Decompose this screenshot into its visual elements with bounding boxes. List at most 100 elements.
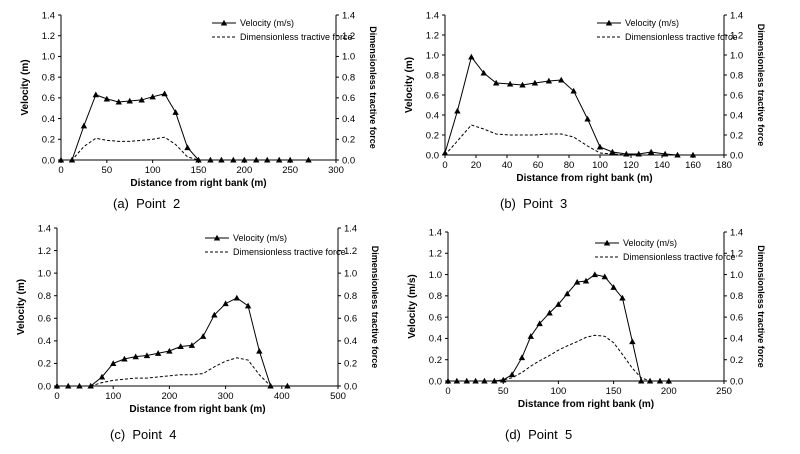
y2-tick-label: 0.4 xyxy=(730,334,743,345)
velocity-point xyxy=(583,278,589,284)
x-tick-label: 100 xyxy=(105,391,121,402)
chart-panel-3: 0.00.20.40.60.81.01.21.40.00.20.40.60.81… xyxy=(16,223,380,442)
y-tick-label: 0.6 xyxy=(426,90,439,101)
velocity-point xyxy=(648,149,654,155)
y-tick-label: 0.8 xyxy=(429,291,442,302)
x-tick-label: 100 xyxy=(145,165,161,176)
y2-tick-label: 0.4 xyxy=(730,110,743,121)
y2-tick-label: 0.8 xyxy=(730,291,743,302)
legend-velocity-label: Velocity (m/s) xyxy=(625,18,679,28)
chart-panel-1: 0.00.20.40.60.81.01.21.40.00.20.40.60.81… xyxy=(20,10,378,211)
y-tick-label: 1.2 xyxy=(429,249,442,260)
x-axis-title: Distance from right bank (m) xyxy=(130,178,266,189)
y2-tick-label: 1.4 xyxy=(342,10,355,21)
legend-velocity-label: Velocity (m/s) xyxy=(623,238,677,248)
y-tick-label: 0.6 xyxy=(38,314,51,325)
y2-tick-label: 1.4 xyxy=(344,223,357,234)
y-tick-label: 0.8 xyxy=(42,72,55,83)
y2-tick-label: 1.0 xyxy=(730,270,743,281)
velocity-point xyxy=(519,354,525,360)
x-tick-label: 40 xyxy=(502,160,513,171)
y2-tick-label: 1.4 xyxy=(730,10,743,21)
x-tick-label: 50 xyxy=(102,165,113,176)
velocity-point xyxy=(454,108,460,114)
x-tick-label: 60 xyxy=(533,160,544,171)
x-tick-label: 300 xyxy=(328,165,344,176)
velocity-point xyxy=(245,303,251,309)
y2-axis-title: Dimensionless tractive force xyxy=(370,246,380,369)
y2-tick-label: 0.4 xyxy=(344,336,357,347)
y2-tick-label: 0.8 xyxy=(344,291,357,302)
x-tick-label: 100 xyxy=(592,160,608,171)
y2-tick-label: 0.0 xyxy=(342,155,355,166)
y2-axis-title: Dimensionless tractive force xyxy=(756,24,766,147)
x-tick-label: 500 xyxy=(330,391,346,402)
velocity-point xyxy=(110,360,116,366)
velocity-point xyxy=(81,123,87,129)
y-axis-title: Velocity (m/s) xyxy=(407,274,418,338)
y-tick-label: 1.4 xyxy=(426,10,439,21)
legend-tractive-label: Dimensionless tractive force xyxy=(623,252,736,262)
velocity-point xyxy=(161,91,167,97)
y-tick-label: 1.2 xyxy=(42,31,55,42)
x-tick-label: 180 xyxy=(716,160,732,171)
panel-caption: (a) Point 2 xyxy=(113,196,180,211)
legend-tractive-label: Dimensionless tractive force xyxy=(625,32,738,42)
y2-tick-label: 0.6 xyxy=(730,312,743,323)
y-tick-label: 1.0 xyxy=(429,270,442,281)
velocity-point xyxy=(184,144,190,150)
y2-tick-label: 0.6 xyxy=(344,314,357,325)
x-tick-label: 250 xyxy=(716,386,732,397)
y2-tick-label: 0.8 xyxy=(730,70,743,81)
y2-tick-label: 0.6 xyxy=(342,93,355,104)
y-tick-label: 1.4 xyxy=(42,10,55,21)
velocity-line xyxy=(448,275,669,381)
y-tick-label: 0.4 xyxy=(429,334,442,345)
x-axis-title: Distance from right bank (m) xyxy=(129,404,265,415)
x-tick-label: 300 xyxy=(218,391,234,402)
legend-velocity-label: Velocity (m/s) xyxy=(240,18,294,28)
y2-tick-label: 0.6 xyxy=(730,90,743,101)
y-tick-label: 0.8 xyxy=(426,70,439,81)
x-tick-label: 80 xyxy=(564,160,575,171)
y2-tick-label: 1.4 xyxy=(730,227,743,238)
y-tick-label: 1.4 xyxy=(429,227,442,238)
velocity-point xyxy=(629,338,635,344)
velocity-point xyxy=(442,150,448,156)
x-tick-label: 400 xyxy=(274,391,290,402)
legend-tractive-label: Dimensionless tractive force xyxy=(233,247,346,257)
legend-velocity-label: Velocity (m/s) xyxy=(233,233,287,243)
velocity-point xyxy=(234,295,240,301)
y2-tick-label: 0.0 xyxy=(344,381,357,392)
x-tick-label: 200 xyxy=(661,386,677,397)
velocity-point xyxy=(172,109,178,115)
x-axis-title: Distance from right bank (m) xyxy=(518,399,654,410)
figure: 0.0 0.2 0.4 0.6 0.8 1.0 1.2 1.4 0.0 0.2 0.4 0.6 0.8 1… xyxy=(0,0,800,454)
y2-tick-label: 0.2 xyxy=(730,355,743,366)
y2-tick-label: 0.0 xyxy=(730,376,743,387)
x-tick-label: 20 xyxy=(471,160,482,171)
velocity-point xyxy=(93,92,99,98)
x-tick-label: 100 xyxy=(550,386,566,397)
y-tick-label: 0.6 xyxy=(42,93,55,104)
velocity-point xyxy=(584,116,590,122)
y2-tick-label: 0.2 xyxy=(344,359,357,370)
velocity-point xyxy=(509,371,515,377)
y2-tick-label: 1.0 xyxy=(342,52,355,63)
y-tick-label: 1.0 xyxy=(42,52,55,63)
y-tick-label: 1.4 xyxy=(38,223,51,234)
panel-caption: (b) Point 3 xyxy=(500,196,567,211)
chart-panel-4: 0.00.20.40.60.81.01.21.40.00.20.40.60.81… xyxy=(407,227,766,442)
legend-tractive-label: Dimensionless tractive force xyxy=(240,32,353,42)
y-tick-label: 0.0 xyxy=(38,381,51,392)
x-tick-label: 50 xyxy=(498,386,509,397)
y2-axis-title: Dimensionless tractive force xyxy=(368,26,378,149)
y-tick-label: 0.2 xyxy=(426,130,439,141)
velocity-point xyxy=(166,348,172,354)
panel-caption: (d) Point 5 xyxy=(505,427,572,442)
y-tick-label: 0.6 xyxy=(429,312,442,323)
y-tick-label: 0.4 xyxy=(38,336,51,347)
velocity-point xyxy=(609,149,615,155)
y-tick-label: 0.4 xyxy=(426,110,439,121)
y2-tick-label: 0.2 xyxy=(730,130,743,141)
